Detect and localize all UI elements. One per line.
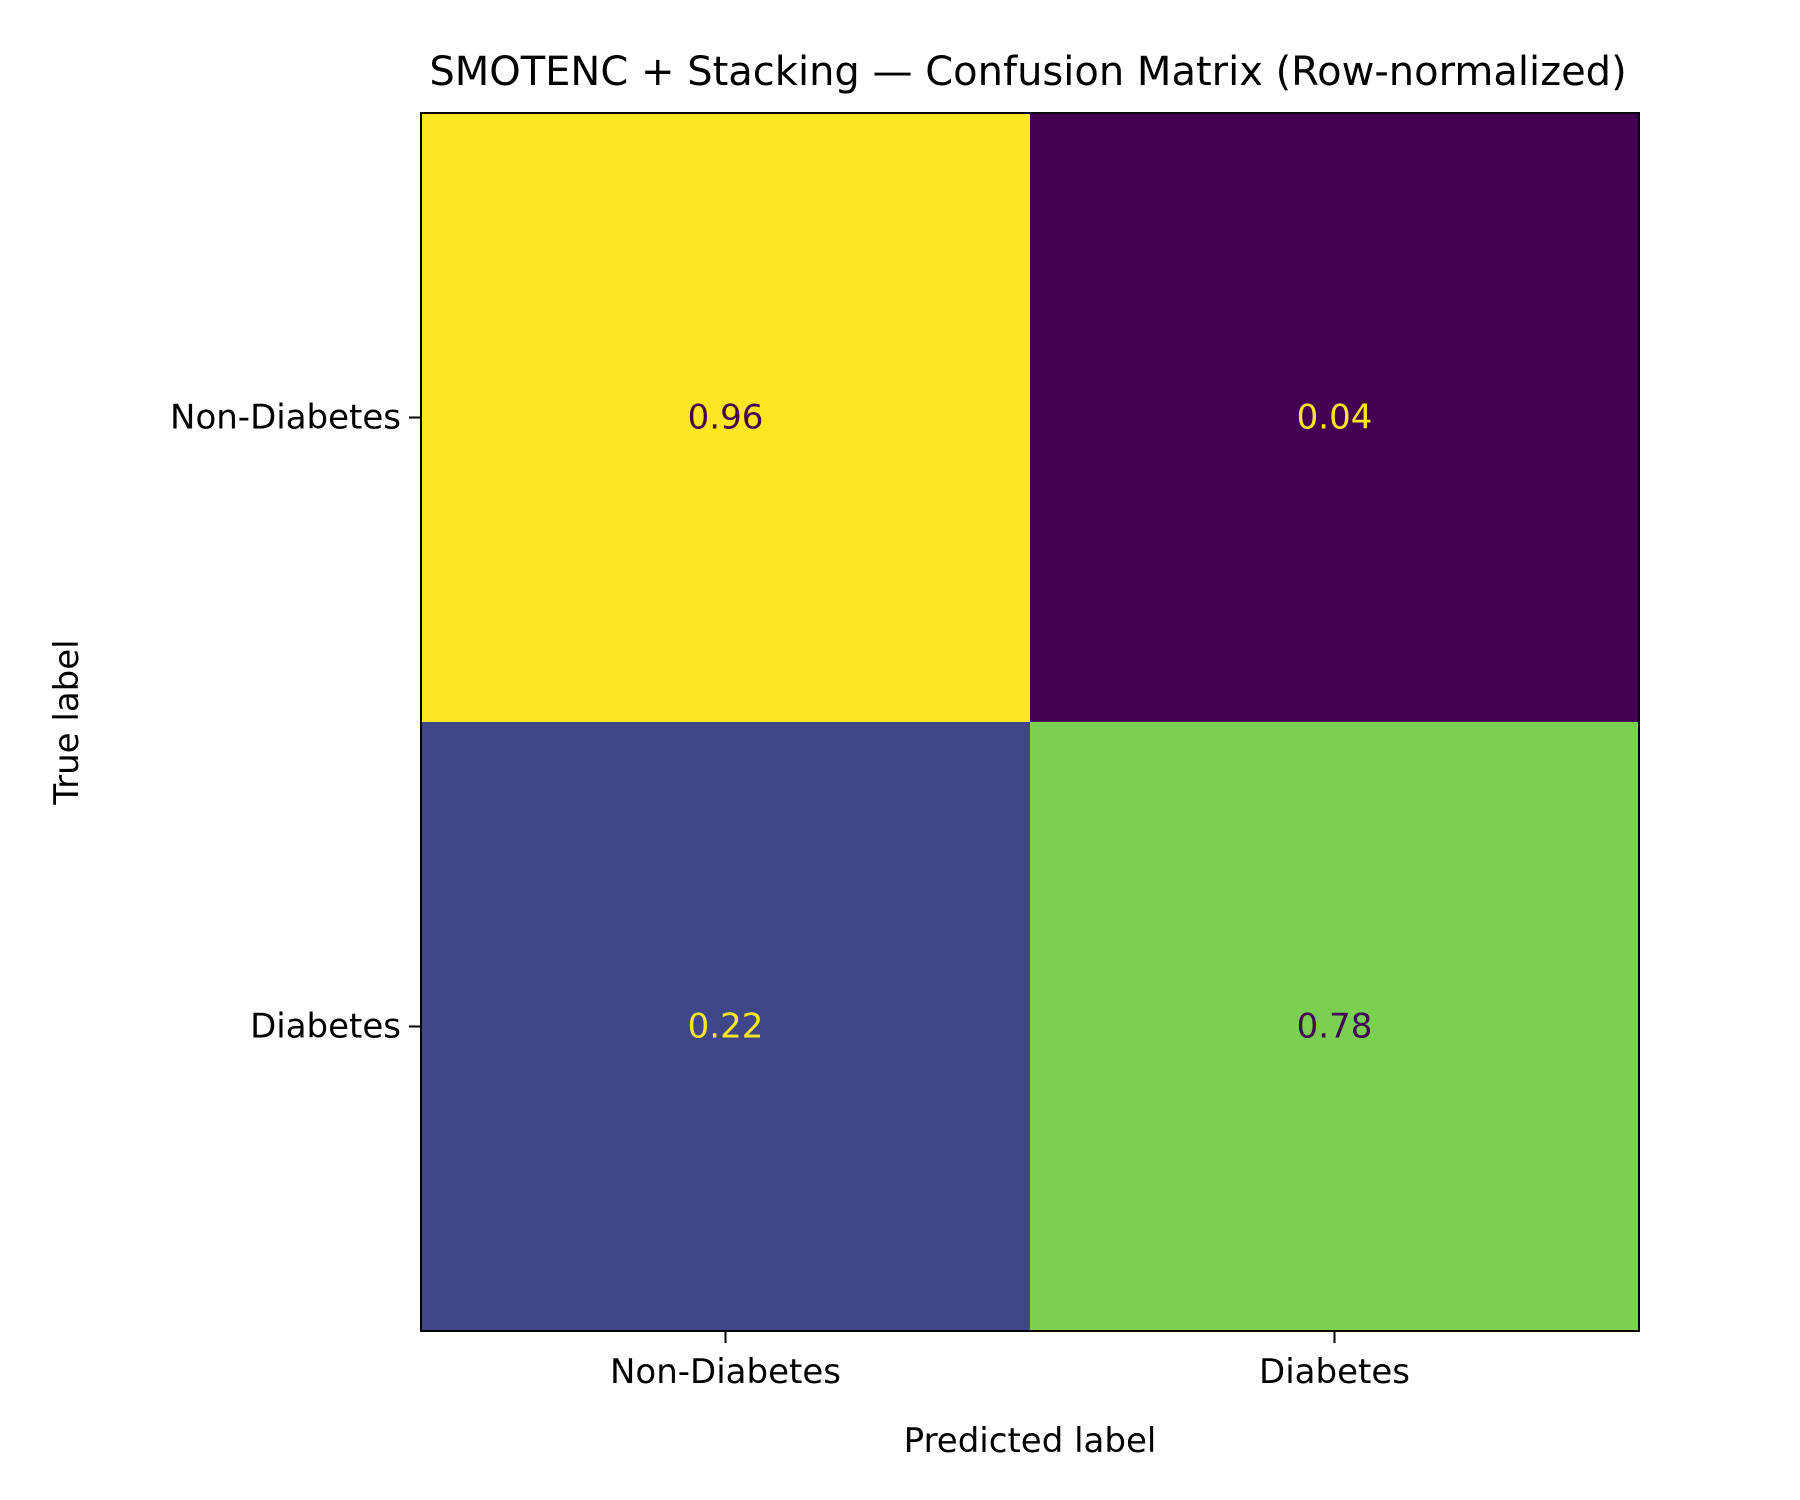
cell-value-label: 0.96 — [688, 398, 764, 438]
heatmap-cell — [1030, 722, 1639, 1331]
heatmap-cells: 0.96 0.04 0.22 0.78 — [421, 113, 1639, 1331]
x-tick-label: Non-Diabetes — [610, 1352, 841, 1392]
cell-value-label: 0.22 — [688, 1007, 764, 1047]
y-axis-label: True label — [47, 639, 87, 805]
heatmap-cell — [421, 113, 1030, 722]
cell-value-label: 0.04 — [1297, 398, 1373, 438]
heatmap-cell — [421, 722, 1030, 1331]
x-axis-label: Predicted label — [904, 1421, 1157, 1461]
plot-frame — [420, 112, 1640, 1332]
x-axis-ticks: Non-Diabetes Diabetes — [610, 1331, 1410, 1392]
x-tick-label: Diabetes — [1259, 1352, 1410, 1392]
y-tick-label: Non-Diabetes — [170, 398, 401, 438]
y-axis-ticks: Non-Diabetes Diabetes — [170, 398, 421, 1047]
y-tick-label: Diabetes — [250, 1007, 401, 1047]
cell-value-label: 0.78 — [1297, 1007, 1373, 1047]
heatmap-cell — [1030, 113, 1639, 722]
chart-title: SMOTENC + Stacking — Confusion Matrix (R… — [429, 49, 1626, 95]
